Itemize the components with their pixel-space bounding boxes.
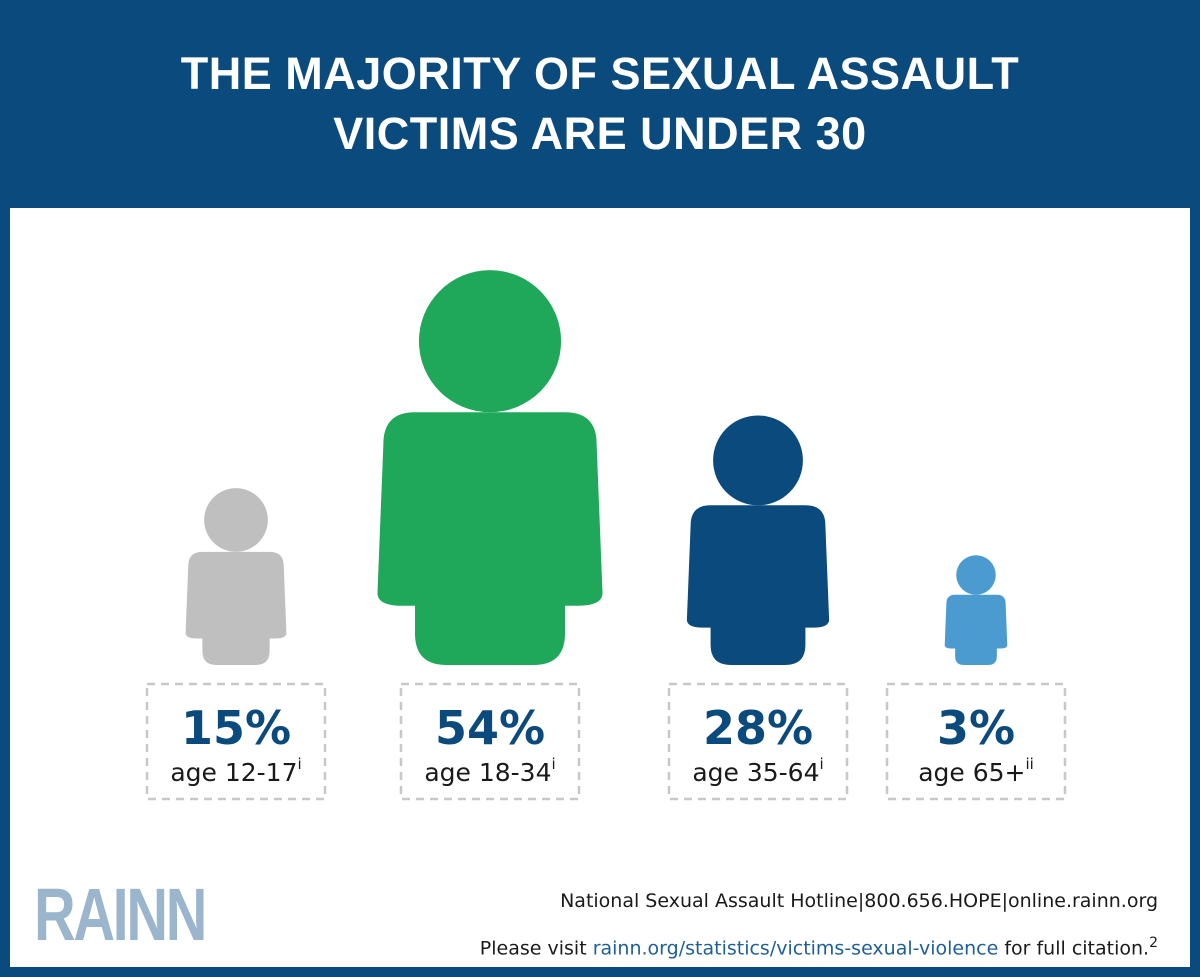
footer: National Sexual Assault Hotline|800.656.… — [480, 880, 1158, 969]
header: THE MAJORITY OF SEXUAL ASSAULT VICTIMS A… — [0, 0, 1200, 208]
figure-head — [418, 270, 562, 413]
value-label: 3% — [937, 701, 1015, 755]
person-figure — [377, 270, 603, 665]
logo: RAINN — [34, 873, 207, 956]
value-label: 54% — [435, 701, 545, 755]
citation-note: 2 — [1149, 935, 1158, 951]
citation-suffix: for full citation. — [1004, 937, 1150, 960]
category-label: age 18-34i — [424, 755, 555, 787]
figure-head — [956, 555, 996, 595]
citation-link[interactable]: rainn.org/statistics/victims-sexual-viol… — [592, 937, 999, 960]
label-box — [399, 682, 581, 801]
figure-body — [944, 594, 1008, 665]
category-name: age 35-64 — [692, 758, 819, 787]
citation: Please visit rainn.org/statistics/victim… — [480, 922, 1158, 969]
citation-prefix: Please visit — [479, 937, 587, 960]
figure-body — [185, 551, 287, 665]
figure-body — [686, 505, 830, 665]
category-note: ii — [1025, 755, 1033, 773]
person-figure — [686, 415, 830, 665]
value-label: 15% — [181, 701, 291, 755]
category-name: age 65+ — [918, 758, 1025, 787]
person-figure — [944, 555, 1008, 665]
chart-title: THE MAJORITY OF SEXUAL ASSAULT VICTIMS A… — [180, 48, 1020, 159]
category-note: i — [298, 755, 302, 773]
category-label: age 35-64i — [692, 755, 823, 787]
category-name: age 12-17 — [170, 758, 297, 787]
person-figure — [185, 488, 287, 665]
category-label: age 65+ii — [918, 755, 1034, 787]
category-note: i — [820, 755, 824, 773]
hotline: National Sexual Assault Hotline|800.656.… — [560, 890, 1158, 912]
figure-head — [713, 415, 803, 506]
category-name: age 18-34 — [424, 758, 551, 787]
figure-body — [377, 412, 603, 665]
figure-head — [204, 488, 268, 552]
category-note: i — [552, 755, 556, 773]
category-label: age 12-17i — [170, 755, 301, 787]
label-box — [667, 682, 849, 801]
label-box — [885, 682, 1067, 801]
value-label: 28% — [703, 701, 813, 755]
label-box — [145, 682, 327, 801]
